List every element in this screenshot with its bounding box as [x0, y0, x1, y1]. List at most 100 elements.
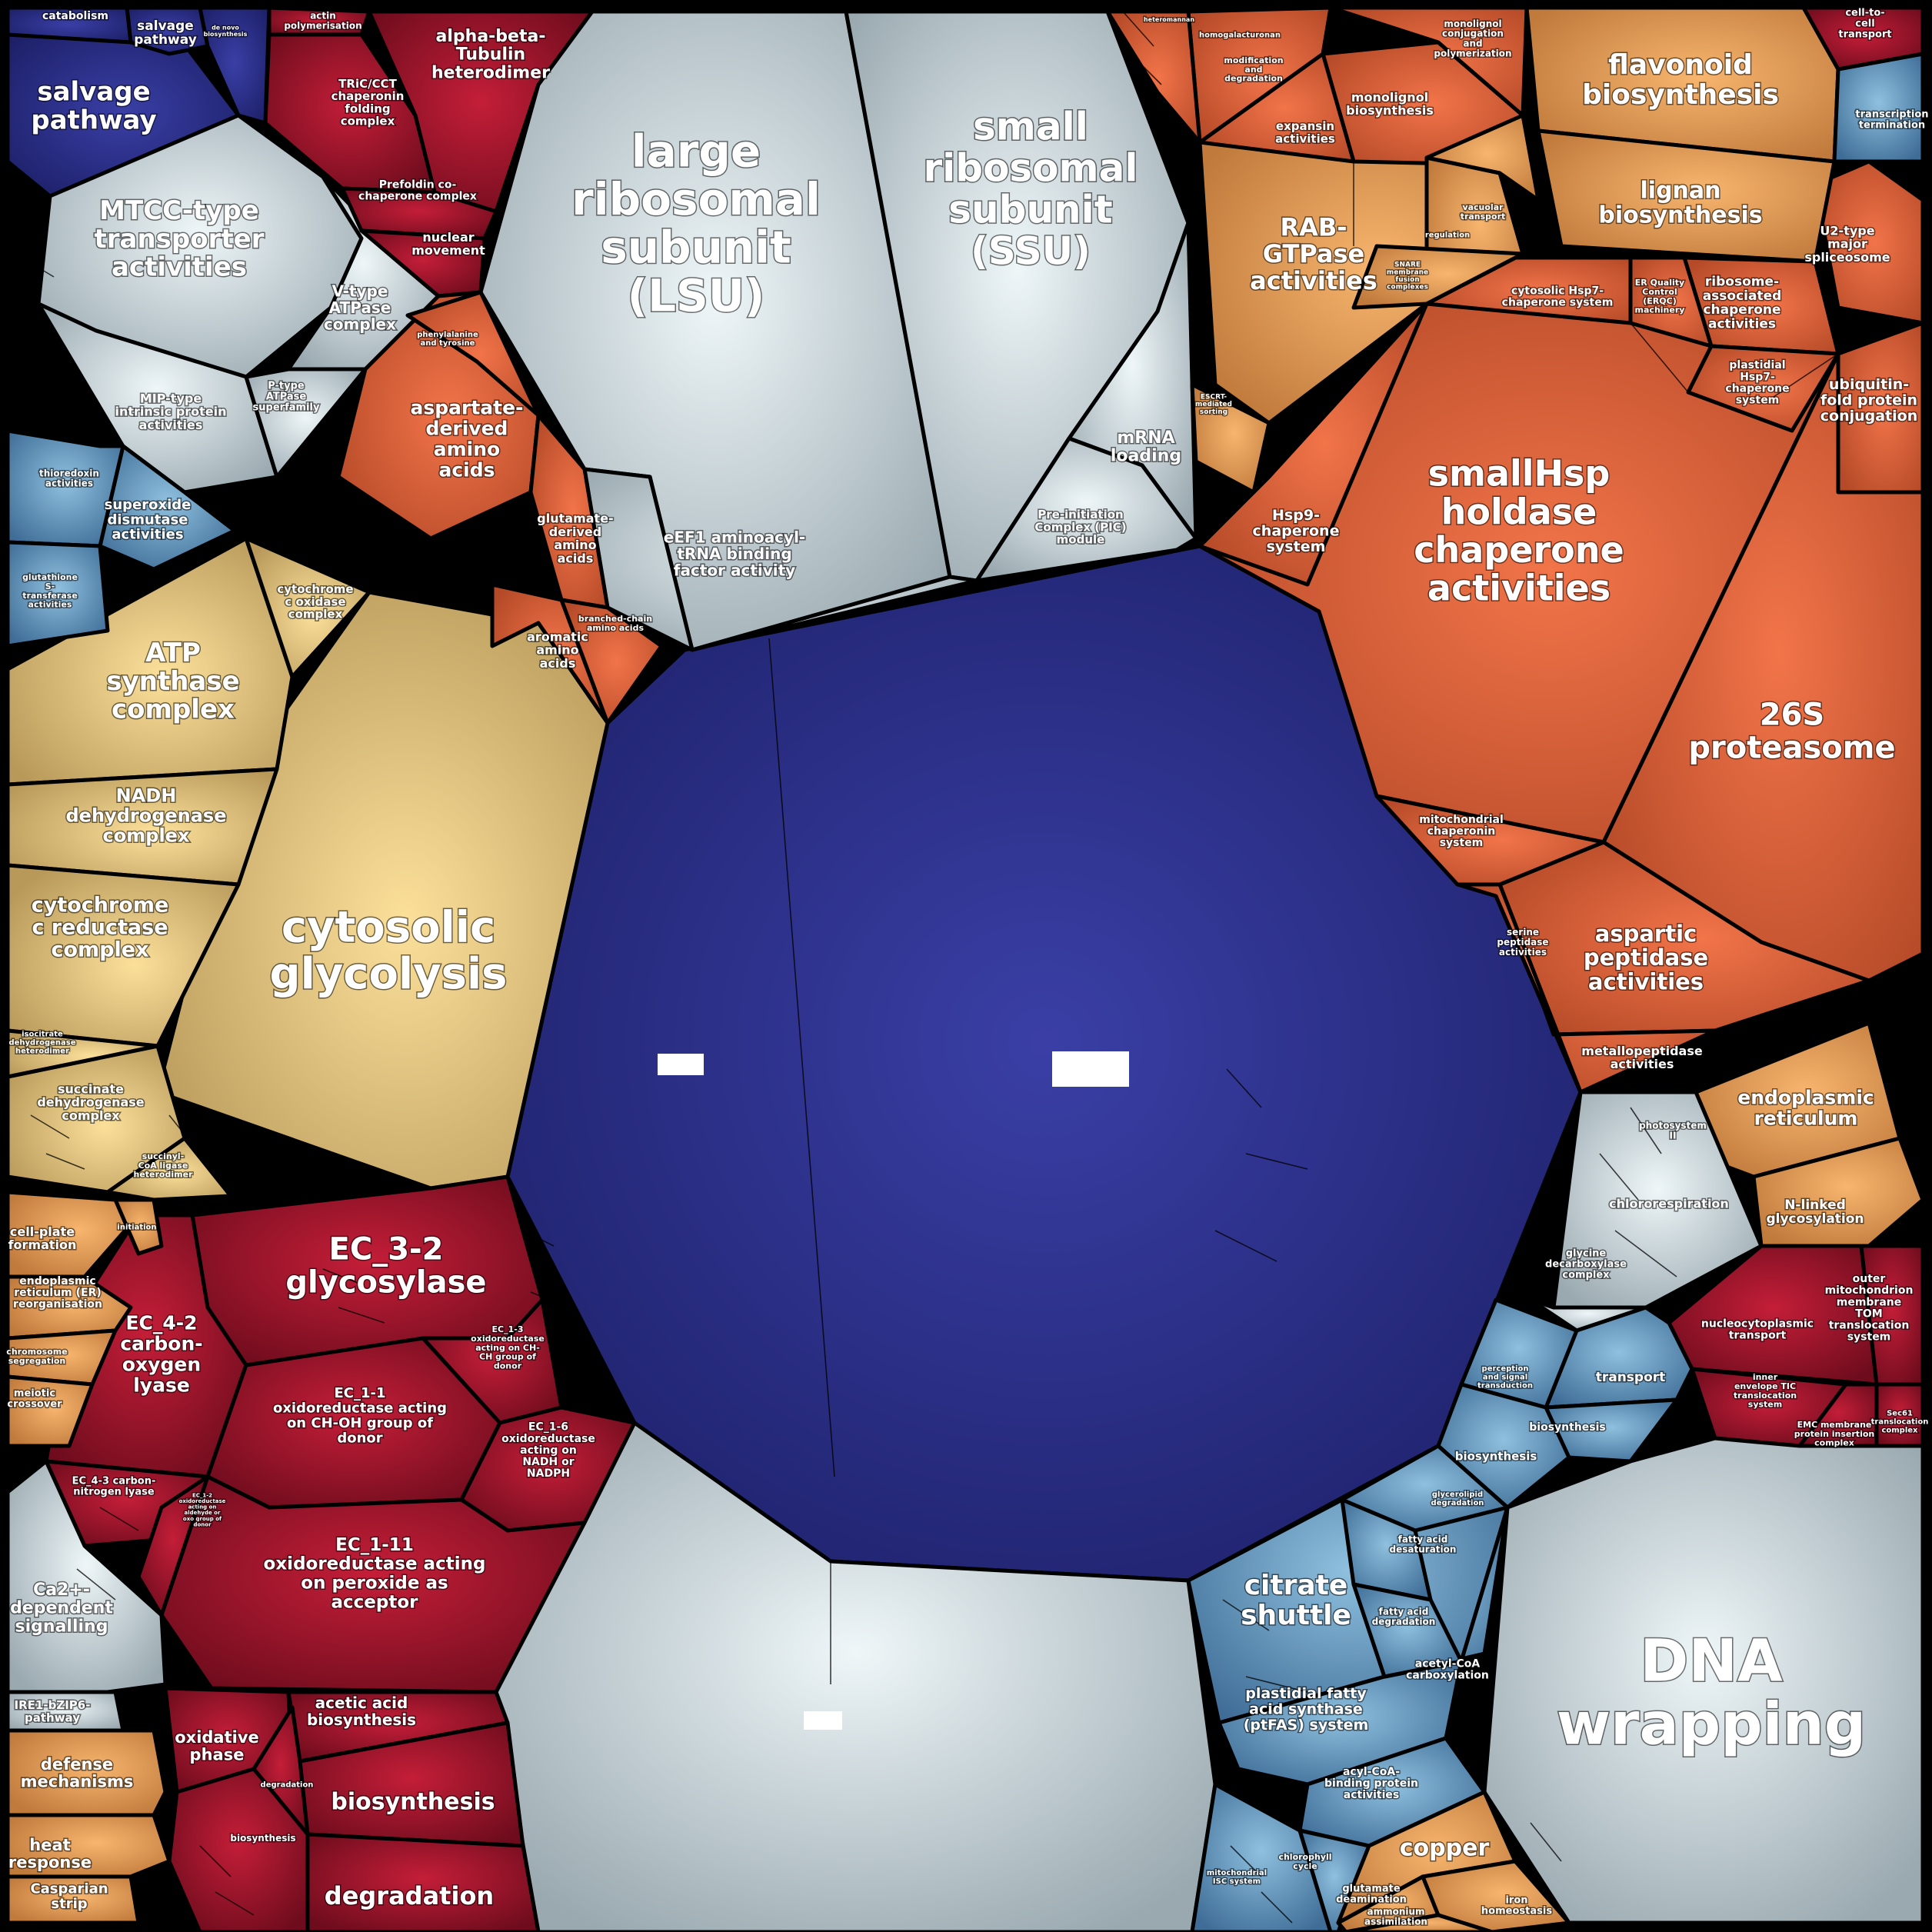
- label-lsu: large ribosomal subunit (LSU): [571, 125, 821, 321]
- cell-cell-plate[interactable]: [5, 1190, 141, 1279]
- label-modification: modification and degradation: [1224, 55, 1283, 84]
- cell-plastidial-hsp7[interactable]: [1686, 344, 1840, 433]
- cell-ec111[interactable]: [159, 1474, 587, 1694]
- label-serine-pep: serine peptidase activities: [1497, 927, 1548, 958]
- blank-label-bottom: [804, 1711, 842, 1730]
- cell-chlorophyll[interactable]: [1297, 1828, 1371, 1932]
- cell-glutathione[interactable]: [5, 540, 110, 648]
- cell-vacuolar[interactable]: [1424, 113, 1541, 202]
- label-glutathione: glutathione S-transferase activities: [22, 572, 78, 610]
- cell-lignan[interactable]: [1536, 128, 1837, 264]
- label-ubiq-fold: ubiquitin-fold protein conjugation: [1820, 376, 1917, 425]
- label-degradation-red: degradation: [325, 1881, 494, 1910]
- blank-label-center: [1052, 1051, 1129, 1087]
- label-sec61: Sec61 translocation complex: [1871, 1410, 1929, 1435]
- label-vacuolar: vacuolar transport: [1461, 202, 1506, 222]
- label-outer-mito: outer mitochondrion membrane TOM translocati…: [1825, 1273, 1914, 1344]
- label-rab: RAB-GTPase activities: [1250, 213, 1377, 295]
- cell-iron[interactable]: [1421, 1859, 1571, 1932]
- label-glycerolipid: glycerolipid degradation: [1431, 1491, 1484, 1507]
- cell-defense[interactable]: [5, 1728, 168, 1817]
- label-biosynthesis-blue: biosynthesis: [1529, 1421, 1605, 1434]
- cell-ammonium[interactable]: [1344, 1913, 1494, 1932]
- cell-eef1[interactable]: [582, 467, 979, 652]
- cell-n-linked[interactable]: [1751, 1136, 1925, 1248]
- label-mito-chap: mitochondrial chaperonin system: [1419, 814, 1504, 849]
- label-phenylalanine: phenylalanine and tyrosine: [417, 331, 478, 348]
- label-ec42: EC_4-2 carbon-oxygen lyase: [120, 1311, 202, 1396]
- cell-escrt[interactable]: [1190, 382, 1271, 495]
- label-acyl-coa: acyl-CoA-binding protein activities: [1324, 1766, 1418, 1801]
- label-atp-synthase: ATP synthase complex: [106, 638, 239, 724]
- label-perception: perception and signal transduction: [1477, 1365, 1533, 1391]
- cell-cell-to-cell[interactable]: [1801, 5, 1925, 72]
- cell-glutamate-derived[interactable]: [528, 413, 610, 610]
- label-nadh: NADH dehydrogenase complex: [66, 785, 227, 847]
- cell-heat[interactable]: [5, 1813, 172, 1879]
- cell-ec13[interactable]: [421, 1297, 564, 1425]
- cell-prefoldin[interactable]: [340, 186, 498, 241]
- label-isocitrate: isocitrate dehydrogenase heterodimer: [8, 1031, 75, 1056]
- label-biosynthesis-small: biosynthesis: [230, 1833, 295, 1844]
- label-ec13: EC_1-3 oxidoreductase acting on CH-CH grou…: [471, 1324, 545, 1371]
- label-copper: copper: [1400, 1835, 1490, 1862]
- cell-transcription-term[interactable]: [1832, 52, 1925, 164]
- cell-phenylalanine[interactable]: [405, 290, 541, 418]
- label-ammonium: ammonium assimilation: [1364, 1907, 1427, 1927]
- cell-catabolism[interactable]: [5, 5, 133, 45]
- label-escrt: ESCRT-mediated sorting: [1195, 393, 1232, 416]
- label-fatty-acid-deg: fatty acid degradation: [1372, 1607, 1436, 1627]
- label-acetyl-coa: acetyl-CoA carboxylation: [1406, 1657, 1489, 1681]
- cell-chlororespiration[interactable]: [1551, 1090, 1764, 1310]
- label-plastidial-hsp7: plastidial Hsp7-chaperone system: [1725, 359, 1789, 406]
- label-pic: Pre-initiation Complex (PIC) module: [1034, 508, 1126, 546]
- cell-cyt-oxidase[interactable]: [244, 536, 371, 679]
- cell-erqc[interactable]: [1628, 255, 1714, 348]
- label-glutamate-derived: glutamate-derived amino acids: [537, 511, 613, 566]
- label-monolignol: monolignol biosynthesis: [1346, 90, 1434, 118]
- label-mtcc: MTCC-type transporter activities: [95, 195, 265, 282]
- cell-ubiq-fold[interactable]: [1836, 321, 1925, 495]
- cell-er-reorg[interactable]: [5, 1274, 133, 1341]
- label-ec32: EC_3-2 glycosylase: [285, 1231, 486, 1300]
- label-cyto-hsp7: cytosolic Hsp7-chaperone system: [1502, 285, 1614, 308]
- cell-ire1[interactable]: [5, 1690, 125, 1733]
- label-biosynthesis-red: biosynthesis: [331, 1789, 495, 1816]
- label-emc: EMC membrane protein insertion complex: [1794, 1420, 1874, 1448]
- cell-fatty-acid-deg[interactable]: [1351, 1582, 1464, 1679]
- cell-casparian[interactable]: [5, 1874, 141, 1925]
- cell-initiation[interactable]: [113, 1198, 164, 1256]
- cell-isocitrate[interactable]: [5, 1028, 160, 1079]
- label-chlorophyll: chlorophyll cycle: [1278, 1852, 1331, 1871]
- cell-de-novo[interactable]: [198, 5, 271, 125]
- label-endoplasmic: endoplasmic reticulum: [1737, 1086, 1874, 1129]
- cell-branched[interactable]: [559, 598, 664, 725]
- label-iron: iron homeostasis: [1481, 1895, 1552, 1917]
- label-oxidative: oxidative phase: [175, 1728, 259, 1764]
- cell-pic[interactable]: [974, 436, 1198, 583]
- cell-thioredoxin[interactable]: [5, 428, 125, 548]
- label-salvage: salvage pathway: [31, 77, 156, 136]
- label-tric: TRiC/CCT chaperonin folding complex: [331, 77, 405, 128]
- label-lignan: lignan biosynthesis: [1598, 177, 1762, 228]
- cell-aromatic[interactable]: [490, 582, 610, 725]
- cell-snare[interactable]: [1351, 244, 1525, 310]
- cell-succinyl[interactable]: [105, 1136, 233, 1202]
- cell-actin[interactable]: [267, 5, 371, 37]
- label-aspartate-derived: aspartate-derived amino acids: [411, 396, 524, 481]
- label-degradation-small: degradation: [261, 1781, 314, 1790]
- cell-dna-wrapping[interactable]: [1482, 1436, 1925, 1925]
- label-actin: actin polymerisation: [284, 11, 361, 32]
- label-glutamate-deam: glutamate deamination: [1336, 1884, 1407, 1906]
- label-erqc: ER Quality Control (ERQC) machinery: [1635, 278, 1685, 315]
- label-monolignol-conj: monolignol conjugation and polymerization: [1434, 18, 1511, 59]
- cell-u2[interactable]: [1813, 159, 1925, 325]
- cell-atp-synthase[interactable]: [5, 536, 295, 787]
- label-snare: SNARE membrane fusion complexes: [1387, 261, 1428, 291]
- label-citrate: citrate shuttle: [1241, 1570, 1351, 1631]
- label-ribosome-assoc: ribosome-associated chaperone activities: [1703, 274, 1782, 331]
- cell-meiotic[interactable]: [5, 1374, 95, 1448]
- label-transport: transport: [1596, 1370, 1666, 1385]
- label-26s: 26S proteasome: [1688, 697, 1895, 765]
